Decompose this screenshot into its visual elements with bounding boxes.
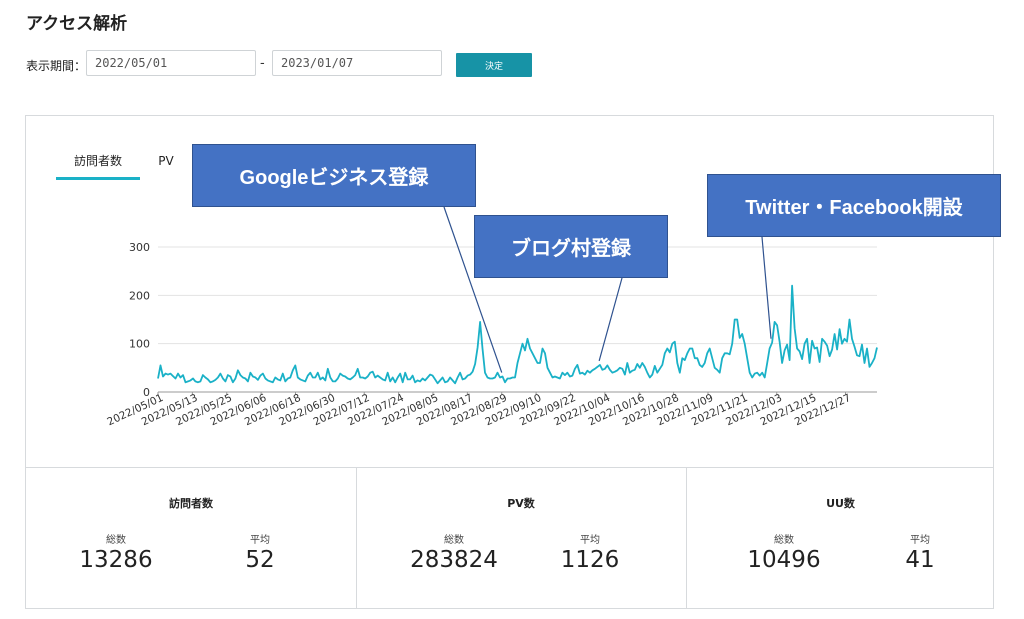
stats-divider-1 [356, 467, 357, 608]
y-tick-label: 0 [143, 386, 150, 399]
annotation-google-business: Googleビジネス登録 [192, 144, 476, 207]
panel-divider [26, 467, 993, 468]
end-date-input[interactable] [272, 50, 442, 76]
total-label: 総数 [106, 535, 126, 546]
stat-title: 訪問者数 [169, 497, 213, 510]
annotation-pointer [443, 206, 503, 373]
stat-uu: UU数 総数 平均 10496 41 [686, 467, 995, 608]
total-value: 283824 [410, 547, 498, 573]
annotation-blog-village: ブログ村登録 [474, 215, 668, 278]
tab-visitors[interactable]: 訪問者数 [56, 150, 140, 180]
date-separator: - [260, 56, 265, 71]
total-value: 13286 [79, 547, 153, 573]
y-tick-label: 100 [129, 338, 150, 351]
period-label: 表示期間： [26, 59, 87, 73]
stats-divider-2 [686, 467, 687, 608]
page-title: アクセス解析 [26, 14, 128, 34]
decide-button[interactable]: 決定 [456, 53, 532, 77]
total-value: 10496 [747, 547, 821, 573]
total-label: 総数 [444, 535, 464, 546]
average-value: 52 [245, 547, 275, 573]
y-tick-label: 300 [129, 241, 150, 254]
stat-title: UU数 [826, 497, 855, 510]
average-label: 平均 [580, 535, 600, 546]
annotation-twitter-facebook: Twitter・Facebook開設 [707, 174, 1001, 237]
stat-title: PV数 [507, 497, 535, 510]
tab-pv[interactable]: PV [158, 154, 174, 168]
stat-pv: PV数 総数 平均 283824 1126 [356, 467, 686, 608]
stat-visitors: 訪問者数 総数 平均 13286 52 [26, 467, 356, 608]
average-label: 平均 [910, 535, 930, 546]
annotation-pointer [761, 236, 772, 339]
y-tick-label: 200 [129, 289, 150, 302]
start-date-input[interactable] [86, 50, 256, 76]
annotation-pointer [598, 277, 623, 362]
average-value: 41 [905, 547, 935, 573]
average-label: 平均 [250, 535, 270, 546]
visitors-series-line [157, 284, 878, 385]
total-label: 総数 [774, 535, 794, 546]
average-value: 1126 [560, 547, 620, 573]
